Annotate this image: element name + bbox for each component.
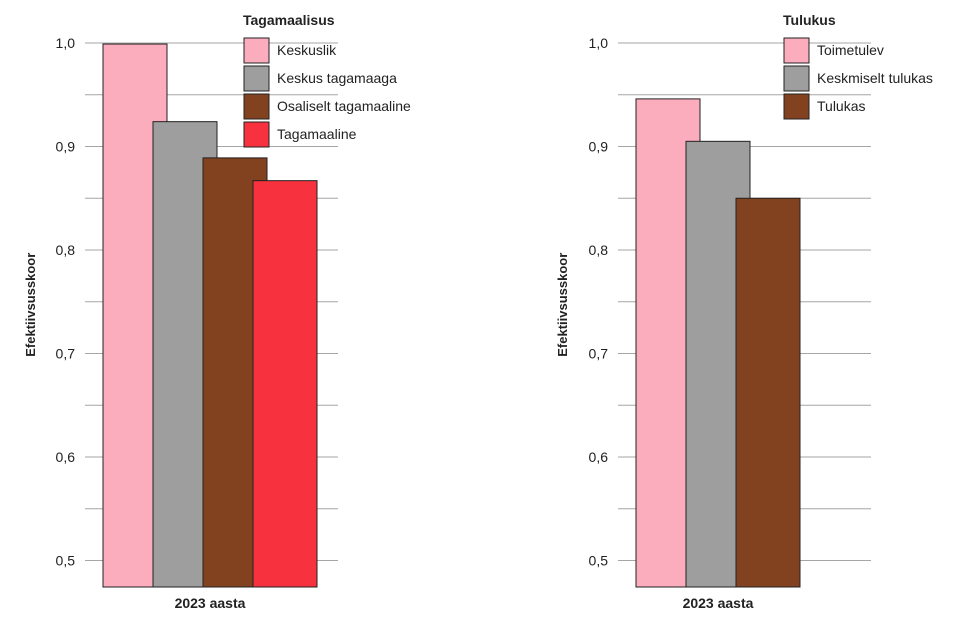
y-tick-label: 0,8 xyxy=(56,242,76,258)
y-tick-label: 0,9 xyxy=(589,139,609,155)
legend-label-2[interactable]: Keskus tagamaaga xyxy=(277,70,397,86)
x-category-label: 2023 aasta xyxy=(175,595,246,611)
legend-title: Tulukus xyxy=(783,12,836,28)
y-tick-label: 0,6 xyxy=(589,449,609,465)
y-axis-title: Efektiivsusskoor xyxy=(555,253,570,357)
legend-title: Tagamaalisus xyxy=(243,12,335,28)
y-tick-label: 0,6 xyxy=(56,449,76,465)
legend-swatch-3[interactable] xyxy=(783,93,810,120)
y-tick-label: 1,0 xyxy=(56,35,76,51)
legend-label-1[interactable]: Toimetulev xyxy=(817,42,884,58)
y-tick-label: 0,5 xyxy=(589,553,609,569)
y-axis-title: Efektiivsusskoor xyxy=(23,253,38,357)
legend-swatch-3[interactable] xyxy=(243,93,270,120)
legend-label-2[interactable]: Keskmiselt tulukas xyxy=(817,70,933,86)
legend-swatch-1[interactable] xyxy=(243,37,270,64)
legend-swatch-2[interactable] xyxy=(243,65,270,92)
legend-label-4[interactable]: Tagamaaline xyxy=(277,126,357,142)
bar-3[interactable] xyxy=(735,197,801,588)
y-tick-label: 0,9 xyxy=(56,139,76,155)
legend-swatch-4[interactable] xyxy=(243,121,270,148)
y-tick-label: 0,7 xyxy=(56,346,76,362)
legend-label-3[interactable]: Osaliselt tagamaaline xyxy=(277,98,411,114)
legend-swatch-2[interactable] xyxy=(783,65,810,92)
y-tick-label: 0,7 xyxy=(589,346,609,362)
y-tick-label: 0,5 xyxy=(56,553,76,569)
bar-4[interactable] xyxy=(252,180,318,588)
legend-label-3[interactable]: Tulukas xyxy=(817,98,866,114)
x-category-label: 2023 aasta xyxy=(683,595,754,611)
y-tick-label: 1,0 xyxy=(589,35,609,51)
y-tick-label: 0,8 xyxy=(589,242,609,258)
legend-swatch-1[interactable] xyxy=(783,37,810,64)
legend-label-1[interactable]: Keskuslik xyxy=(277,42,337,58)
